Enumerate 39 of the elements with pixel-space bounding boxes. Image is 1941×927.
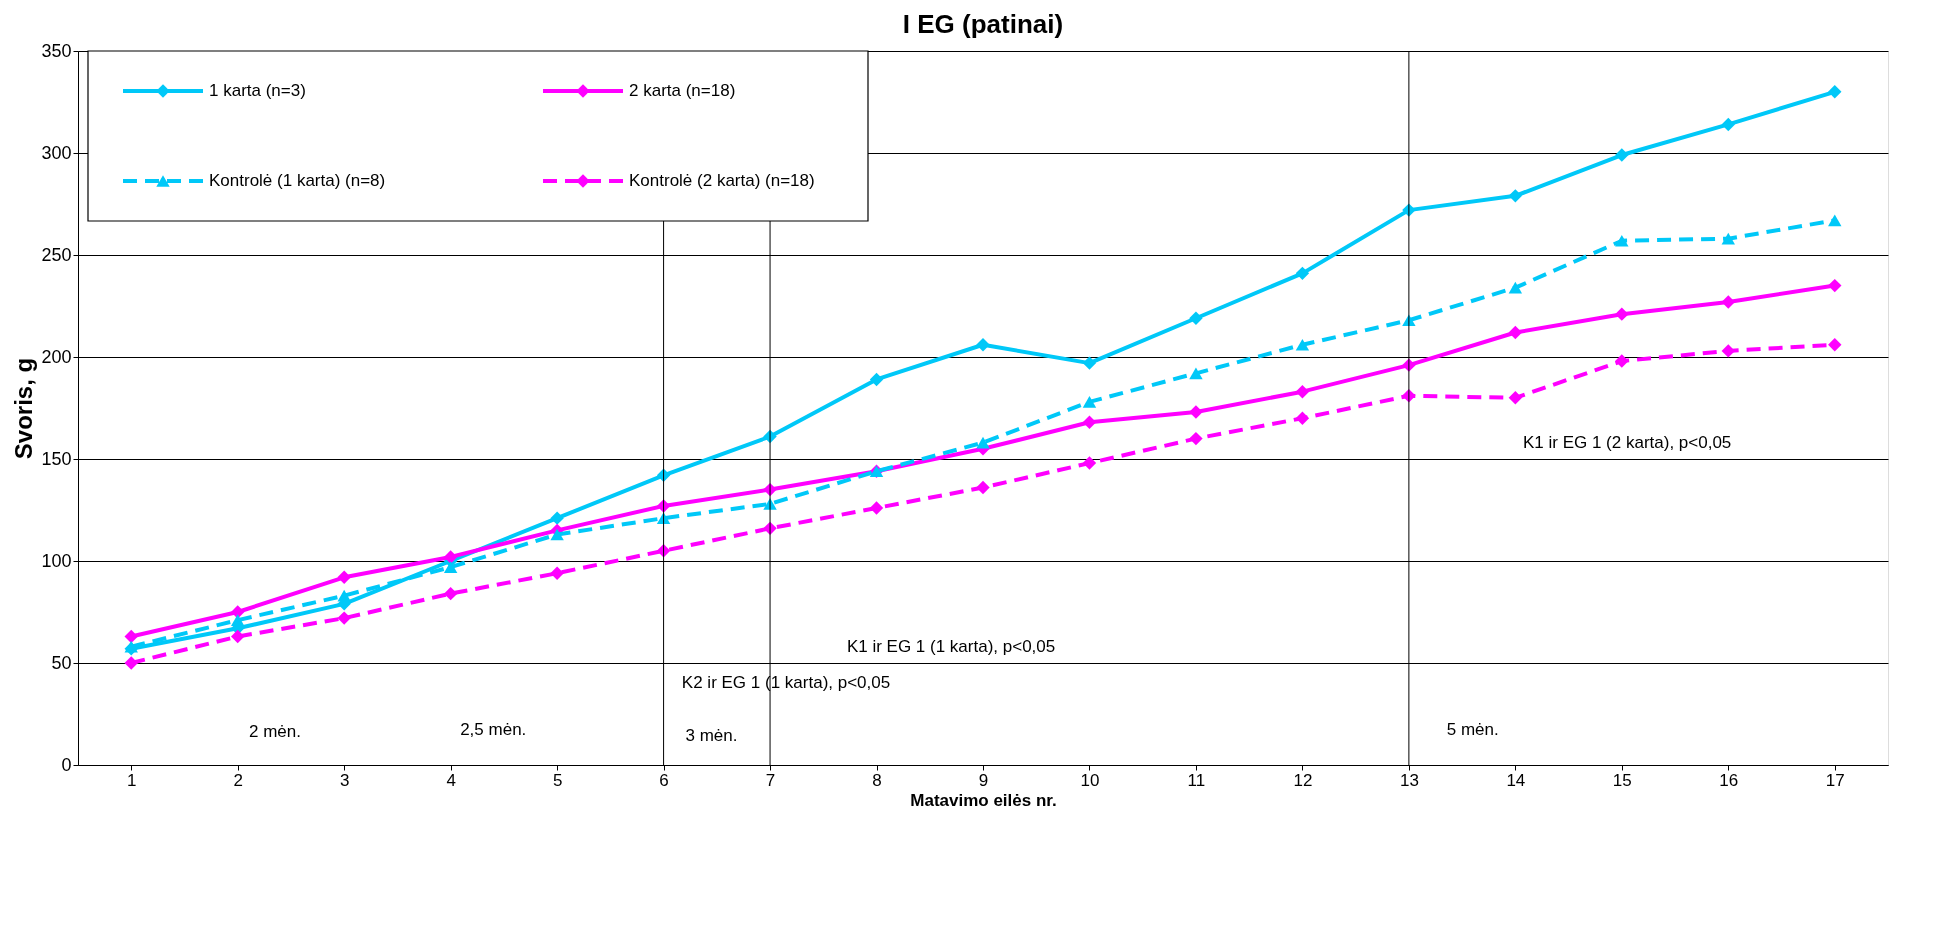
y-tick-label: 350 [41,40,72,61]
legend-label: 1 karta (n=3) [209,81,306,100]
annotation: K1 ir EG 1 (2 karta), p<0,05 [1522,432,1732,452]
x-tick-label: 6 [659,770,669,790]
annotation: 3 mėn. [685,726,738,746]
x-tick-label: 8 [872,770,882,790]
legend-label: 2 karta (n=18) [629,81,736,100]
x-axis-title: Matavimo eilės nr. [910,790,1057,810]
annotation: 5 mėn. [1446,720,1499,740]
y-tick-label: 100 [41,550,72,571]
y-tick-label: 0 [61,754,72,775]
x-tick-label: 5 [552,770,563,790]
x-tick-label: 2 [233,770,243,790]
annotation: 2,5 mėn. [460,720,527,740]
x-tick-label: 4 [446,770,456,790]
x-tick-label: 9 [978,770,989,790]
y-axis-title: Svoris, g [10,357,38,460]
x-tick-label: 15 [1612,770,1632,790]
y-tick-label: 150 [41,448,72,469]
x-tick-label: 7 [765,770,776,790]
y-tick-label: 250 [41,244,72,265]
legend-label: Kontrolė (2 karta) (n=18) [629,171,815,190]
x-tick-label: 10 [1080,770,1100,790]
x-tick-label: 12 [1293,770,1313,790]
y-tick-label: 50 [51,652,72,673]
x-tick-label: 16 [1719,770,1739,790]
x-tick-label: 14 [1506,770,1526,790]
annotation: K2 ir EG 1 (1 karta), p<0,05 [681,673,891,693]
annotation: K1 ir EG 1 (1 karta), p<0,05 [846,636,1056,656]
x-tick-label: 1 [127,770,137,790]
x-tick-label: 11 [1187,770,1206,790]
annotation: 2 mėn. [248,722,301,742]
y-tick-label: 200 [41,346,72,367]
y-tick-label: 300 [41,142,72,163]
x-tick-label: 13 [1399,770,1419,790]
x-tick-label: 3 [339,770,350,790]
chart-title: I EG (patinai) [902,9,1064,39]
x-tick-label: 17 [1825,770,1845,790]
legend-label: Kontrolė (1 karta) (n=8) [209,171,386,190]
